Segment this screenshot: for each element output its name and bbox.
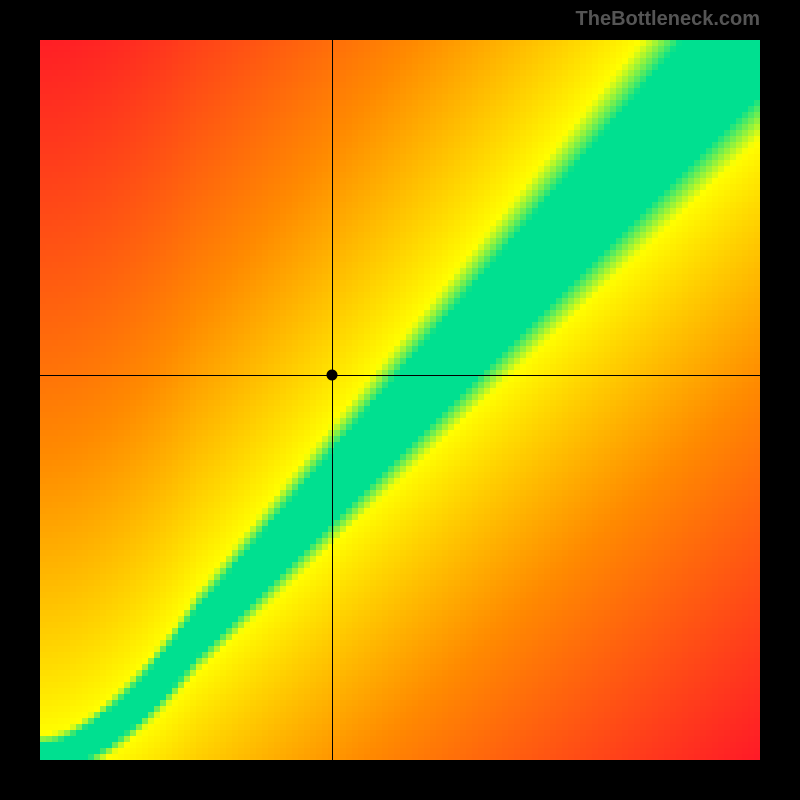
crosshair-horizontal [40,375,760,376]
watermark-text: TheBottleneck.com [576,8,760,31]
heatmap-plot [40,40,760,760]
crosshair-vertical [332,40,333,760]
crosshair-marker [326,369,337,380]
heatmap-canvas [40,40,760,760]
